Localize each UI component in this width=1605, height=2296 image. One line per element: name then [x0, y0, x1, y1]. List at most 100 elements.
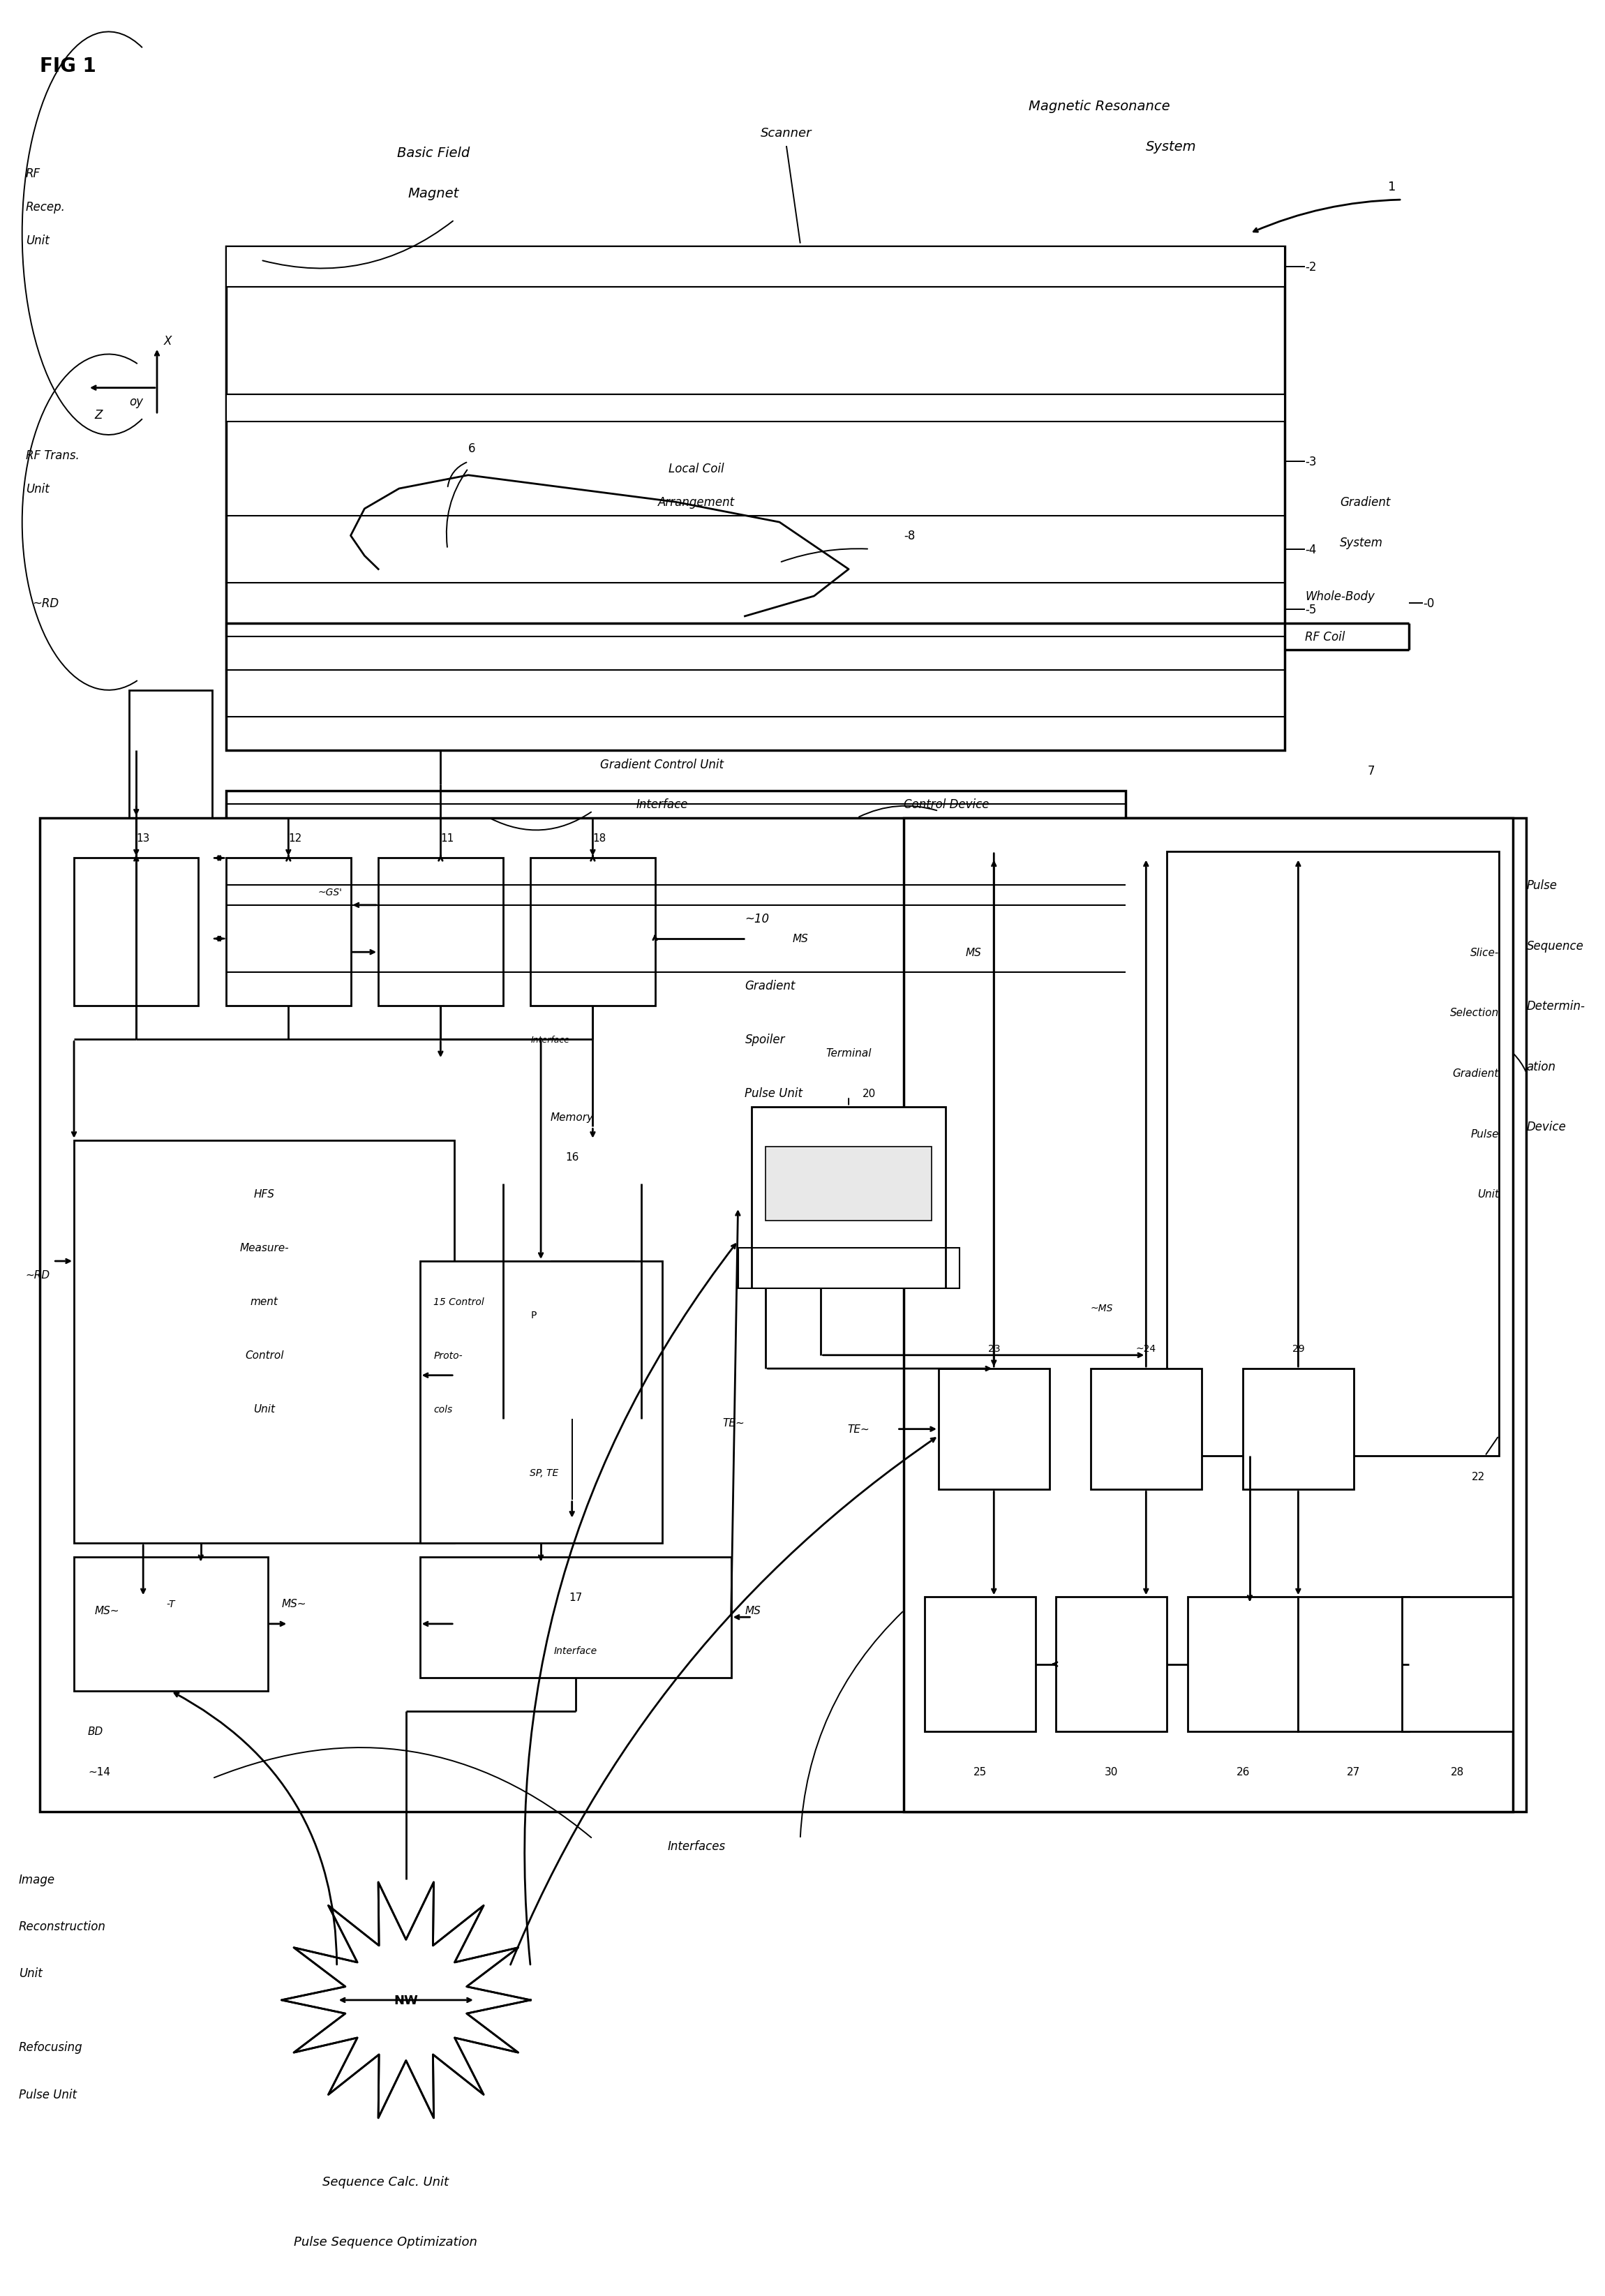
Text: Pulse Sequence Optimization: Pulse Sequence Optimization — [294, 2236, 477, 2248]
Text: Z: Z — [95, 409, 103, 422]
Bar — [226, 905, 1125, 974]
Text: 17: 17 — [568, 1591, 583, 1603]
Text: Interface: Interface — [554, 1646, 597, 1655]
Text: Scanner: Scanner — [761, 126, 812, 140]
Text: P: P — [531, 1311, 536, 1320]
Text: Gradient: Gradient — [1340, 496, 1390, 510]
Text: Pulse Unit: Pulse Unit — [19, 2087, 77, 2101]
Text: MS: MS — [965, 948, 981, 957]
Bar — [226, 287, 1284, 395]
Text: Unit: Unit — [26, 234, 50, 248]
Bar — [421, 1261, 661, 1543]
Text: Unit: Unit — [1477, 1189, 1499, 1199]
Text: -T: -T — [167, 1598, 175, 1609]
Text: Gradient: Gradient — [745, 980, 796, 992]
Bar — [1188, 1598, 1298, 1731]
Bar — [226, 517, 1284, 583]
Text: Interfaces: Interfaces — [668, 1839, 725, 1853]
Bar — [766, 1148, 931, 1221]
Text: ~MS: ~MS — [1091, 1304, 1114, 1313]
Text: 26: 26 — [1236, 1766, 1250, 1777]
Bar — [531, 859, 655, 1006]
Text: 28: 28 — [1451, 1766, 1464, 1777]
Text: Interface: Interface — [531, 1035, 570, 1045]
Text: Arrangement: Arrangement — [658, 496, 735, 510]
Bar — [74, 1141, 454, 1543]
Text: SP, TE: SP, TE — [530, 1467, 559, 1479]
Bar — [40, 817, 1526, 1812]
Text: FIG 1: FIG 1 — [40, 55, 96, 76]
Text: Gradient Control Unit: Gradient Control Unit — [600, 758, 724, 771]
Bar — [226, 859, 350, 1006]
Text: ment: ment — [250, 1297, 278, 1306]
Bar — [904, 817, 1512, 1812]
Bar — [1091, 1368, 1202, 1490]
Bar — [226, 395, 1284, 422]
Text: 11: 11 — [441, 833, 454, 843]
Text: Magnetic Resonance: Magnetic Resonance — [1029, 99, 1170, 113]
Text: X: X — [164, 335, 172, 347]
Bar — [523, 1288, 607, 1355]
Text: MS: MS — [745, 1605, 761, 1616]
Text: -0: -0 — [1422, 597, 1435, 608]
Text: 23: 23 — [987, 1343, 1000, 1355]
Bar — [924, 1598, 1035, 1731]
Text: ation: ation — [1526, 1061, 1555, 1072]
Text: 25: 25 — [973, 1766, 987, 1777]
Bar — [226, 422, 1284, 517]
Text: RF: RF — [26, 168, 40, 179]
Text: Magnet: Magnet — [408, 186, 459, 200]
Bar — [226, 248, 1284, 287]
Bar — [939, 1368, 1050, 1490]
Bar — [226, 248, 1284, 751]
Ellipse shape — [502, 1398, 640, 1440]
Text: 12: 12 — [289, 833, 302, 843]
Text: -4: -4 — [1305, 544, 1316, 556]
Bar — [1298, 1598, 1409, 1731]
Text: Recep.: Recep. — [26, 200, 66, 214]
Text: Spoiler: Spoiler — [745, 1033, 785, 1047]
Bar — [226, 792, 1125, 1006]
Text: Unit: Unit — [254, 1403, 274, 1414]
Text: Interface: Interface — [636, 799, 689, 810]
Text: 27: 27 — [1347, 1766, 1361, 1777]
Text: TE~: TE~ — [847, 1424, 870, 1435]
Text: RF Trans.: RF Trans. — [26, 450, 79, 461]
Text: Pulse: Pulse — [1526, 879, 1557, 891]
Bar — [1401, 1598, 1512, 1731]
Bar — [1242, 1368, 1353, 1490]
Bar — [379, 859, 502, 1006]
Text: Unit: Unit — [26, 482, 50, 496]
Text: MS~: MS~ — [281, 1598, 307, 1609]
Bar — [226, 583, 1284, 636]
Bar — [421, 1557, 730, 1678]
Text: Terminal: Terminal — [827, 1047, 872, 1058]
Text: -2: -2 — [1305, 262, 1316, 273]
Text: Selection: Selection — [1449, 1008, 1499, 1017]
Text: -8: -8 — [904, 530, 915, 542]
Text: Proto-: Proto- — [433, 1350, 462, 1359]
Text: 6: 6 — [469, 443, 475, 455]
Text: Refocusing: Refocusing — [19, 2041, 82, 2053]
Bar — [551, 1261, 634, 1329]
Text: Device: Device — [1526, 1120, 1566, 1134]
Bar — [1167, 852, 1499, 1456]
Text: 16: 16 — [565, 1153, 579, 1162]
Text: Control Device: Control Device — [904, 799, 989, 810]
Text: TE~: TE~ — [722, 1417, 745, 1428]
Bar — [226, 625, 1284, 670]
Text: Memory: Memory — [551, 1111, 594, 1123]
Text: Pulse: Pulse — [1470, 1130, 1499, 1139]
Bar — [538, 1274, 621, 1341]
Text: MS: MS — [793, 934, 809, 944]
Text: 15 Control: 15 Control — [433, 1297, 485, 1306]
Text: ~14: ~14 — [88, 1766, 111, 1777]
Text: 13: 13 — [136, 833, 149, 843]
Text: oy: oy — [130, 395, 143, 409]
Text: Unit: Unit — [19, 1968, 42, 1979]
Text: ~GS': ~GS' — [318, 886, 342, 898]
Text: 29: 29 — [1292, 1343, 1305, 1355]
Text: ~RD: ~RD — [32, 597, 59, 608]
Text: 30: 30 — [1104, 1766, 1119, 1777]
Text: -5: -5 — [1305, 604, 1316, 615]
